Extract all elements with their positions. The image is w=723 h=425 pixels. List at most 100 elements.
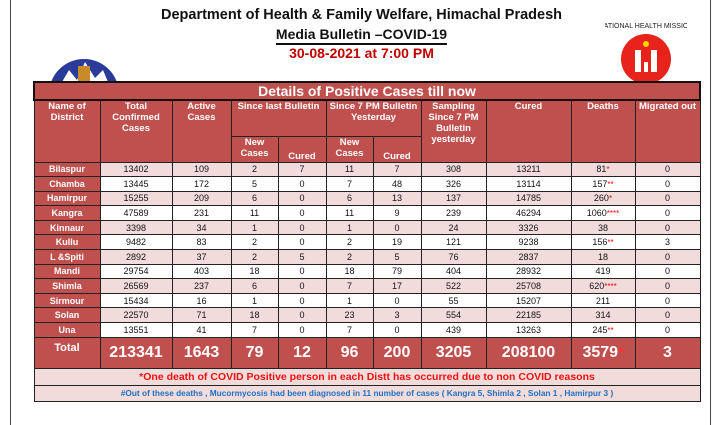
cell-value: 404 <box>445 266 462 277</box>
cell-deaths: 157** <box>570 176 636 192</box>
cell-value: 209 <box>193 193 210 204</box>
cell-value: 3 <box>665 237 671 248</box>
bulletin-title: Media Bulletin –COVID-19 <box>0 26 723 45</box>
cell-active: 209 <box>171 190 232 207</box>
cell-sl-cured: 0 <box>277 322 327 338</box>
cell-value: 12 <box>293 343 311 361</box>
cell-value: 0 <box>299 237 305 248</box>
cell-district: Kinnaur <box>33 219 101 236</box>
col-sl-cured: Cured <box>277 135 327 163</box>
cell-value: 0 <box>299 324 305 335</box>
cell-value: 83 <box>196 237 207 248</box>
cell-s7-new: 11 <box>325 161 374 178</box>
bulletin-datetime: 30-08-2021 at 7:00 PM <box>289 45 434 61</box>
cell-value: 18 <box>249 266 260 277</box>
cell-value: 9238 <box>518 237 539 248</box>
table-row: Kullu 9482 83 2 0 2 19 121 9238 156** 3 <box>33 234 701 251</box>
cell-district: Total <box>33 336 101 369</box>
cell-deaths: 81* <box>570 161 636 178</box>
cell-cured: 25708 <box>485 278 572 294</box>
cell-district: Hamirpur <box>33 190 101 207</box>
total-row: Total 213341 1643 79 12 96 200 3205 208100 3579* 3 <box>33 336 701 369</box>
cell-value: 0 <box>665 178 671 189</box>
cell-value: 0 <box>665 266 671 277</box>
cell-sampling: 308 <box>420 161 487 178</box>
cell-sampling: 239 <box>420 205 487 221</box>
cell-value: 231 <box>193 208 210 219</box>
cell-value: 6 <box>346 193 352 204</box>
table-row: Solan 22570 71 18 0 23 3 554 22185 314 0 <box>33 307 701 324</box>
cell-value: 0 <box>665 193 671 204</box>
cell-s7-new: 1 <box>325 292 374 309</box>
cell-value: 0 <box>299 208 305 219</box>
cell-sl-new: 2 <box>230 234 279 251</box>
cell-sl-new: 1 <box>230 219 279 236</box>
cell-value: 18 <box>249 310 260 321</box>
cell-sl-cured: 0 <box>277 292 327 309</box>
cell-value: 14785 <box>515 193 542 204</box>
cell-s7-cured: 17 <box>372 278 422 294</box>
cell-total: 26569 <box>99 278 173 294</box>
department-title: Department of Health & Family Welfare, H… <box>160 7 562 23</box>
cell-value: 403 <box>193 266 210 277</box>
cell-deaths: 156** <box>570 234 636 251</box>
page-border-right <box>710 0 711 425</box>
cell-s7-new: 96 <box>325 336 374 369</box>
cell-value: 15434 <box>123 295 149 306</box>
cell-value: 76 <box>448 251 459 262</box>
cell-deaths: 314 <box>570 307 636 324</box>
cell-total: 15255 <box>99 190 173 207</box>
cell-district: Sirmour <box>33 292 101 309</box>
cell-cured: 2837 <box>485 249 572 265</box>
table-row: Sirmour 15434 16 1 0 1 0 55 15207 211 0 <box>33 292 701 309</box>
table-row: Bilaspur 13402 109 2 7 11 7 308 13211 81* 0 <box>33 161 701 178</box>
cell-value: 29754 <box>123 266 149 277</box>
col-deaths: Deaths <box>570 99 636 163</box>
cell-cured: 9238 <box>485 234 572 251</box>
cell-value: 13402 <box>123 164 149 175</box>
cell-sl-new: 79 <box>230 336 279 369</box>
cell-deaths: 1060**** <box>570 205 636 221</box>
cell-cured: 3326 <box>485 219 572 236</box>
cell-active: 403 <box>171 263 232 280</box>
cell-value: 38 <box>597 222 608 233</box>
cell-value: 522 <box>445 281 462 292</box>
cell-value: 24 <box>448 222 459 233</box>
cell-sl-new: 2 <box>230 161 279 178</box>
cell-deaths: 245** <box>570 322 636 338</box>
cell-s7-cured: 0 <box>372 219 422 236</box>
cell-sl-cured: 0 <box>277 234 327 251</box>
cell-value: 0 <box>299 222 305 233</box>
cell-total: 13551 <box>99 322 173 338</box>
cell-migrated: 0 <box>634 263 701 280</box>
table-row: Una 13551 41 7 0 7 0 439 13263 245** 0 <box>33 322 701 338</box>
table-row: Kangra 47589 231 11 0 11 9 239 46294 1060**** 0 <box>33 205 701 221</box>
footnote-mark: * <box>618 343 624 360</box>
cell-cured: 13114 <box>485 176 572 192</box>
cell-s7-cured: 0 <box>372 322 422 338</box>
cell-value: 18 <box>597 251 608 262</box>
cell-value: 2 <box>346 251 352 262</box>
cell-cured: 14785 <box>485 190 572 207</box>
cell-value: 2 <box>251 164 257 175</box>
cell-sl-new: 11 <box>230 205 279 221</box>
col-district: Name of District <box>33 99 101 163</box>
cell-value: 157 <box>592 178 608 189</box>
table-row: Mandi 29754 403 18 0 18 79 404 28932 419 0 <box>33 263 701 280</box>
footnote-note1: *One death of COVID Positive person in e… <box>33 367 701 386</box>
cell-sl-cured: 0 <box>277 278 327 294</box>
cell-value: 2 <box>346 237 352 248</box>
cell-value: 245 <box>592 324 608 335</box>
cell-value: 13211 <box>516 164 541 175</box>
page-border-left <box>10 0 11 425</box>
cell-value: 0 <box>665 251 671 262</box>
cell-sampling: 326 <box>420 176 487 192</box>
cell-sl-new: 7 <box>230 322 279 338</box>
cell-value: 79 <box>245 343 264 361</box>
cell-value: 439 <box>445 324 462 335</box>
footnote-mark: **** <box>606 209 620 219</box>
cell-value: 34 <box>196 222 207 233</box>
cell-value: 23 <box>344 310 355 321</box>
cell-district: Una <box>33 322 101 338</box>
cell-cured: 28932 <box>485 263 572 280</box>
